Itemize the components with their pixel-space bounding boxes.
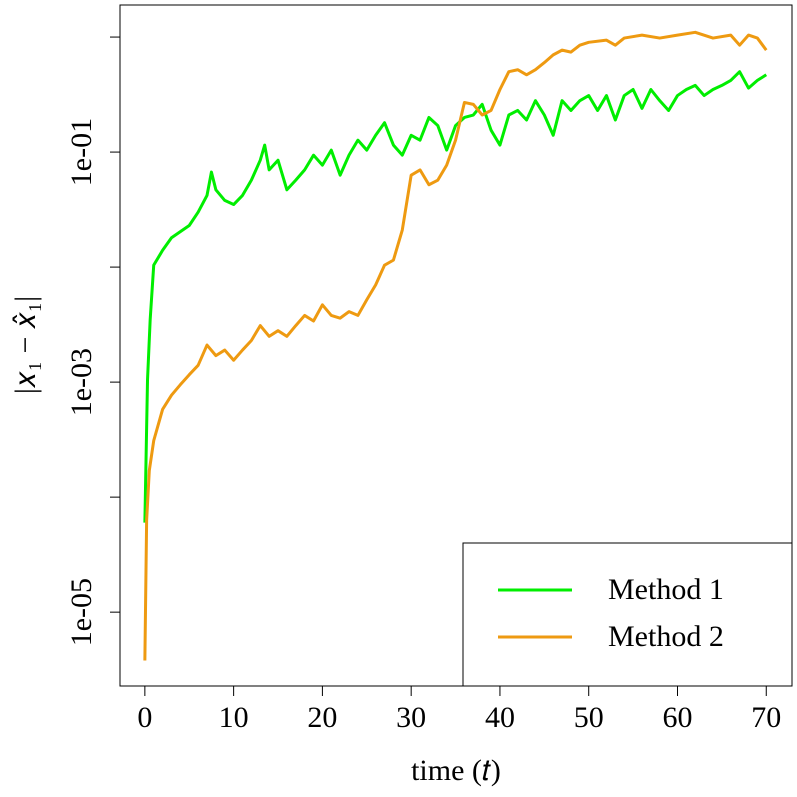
- y-tick-label: 1e-05: [65, 578, 98, 646]
- x-tick-label: 40: [485, 701, 515, 734]
- data-line: [143, 30, 768, 661]
- plot-frame: [119, 4, 793, 687]
- x-tick-label: 0: [137, 701, 152, 734]
- y-axis-label: |𝑥₁ − 𝑥̂₁|: [9, 296, 42, 394]
- legend-label: Method 1: [608, 573, 724, 606]
- y-tick-label: 1e-03: [65, 348, 98, 416]
- x-axis-label: time (𝑡): [411, 754, 501, 787]
- data-line: [143, 70, 768, 523]
- x-tick-label: 50: [574, 701, 604, 734]
- x-tick-label: 30: [396, 701, 426, 734]
- x-tick-label: 10: [219, 701, 249, 734]
- x-tick-label: 60: [662, 701, 692, 734]
- x-tick-label: 20: [307, 701, 337, 734]
- y-tick-label: 1e-01: [65, 118, 98, 186]
- legend-label: Method 2: [608, 620, 724, 653]
- legend: [462, 542, 793, 687]
- x-tick-label: 70: [751, 701, 781, 734]
